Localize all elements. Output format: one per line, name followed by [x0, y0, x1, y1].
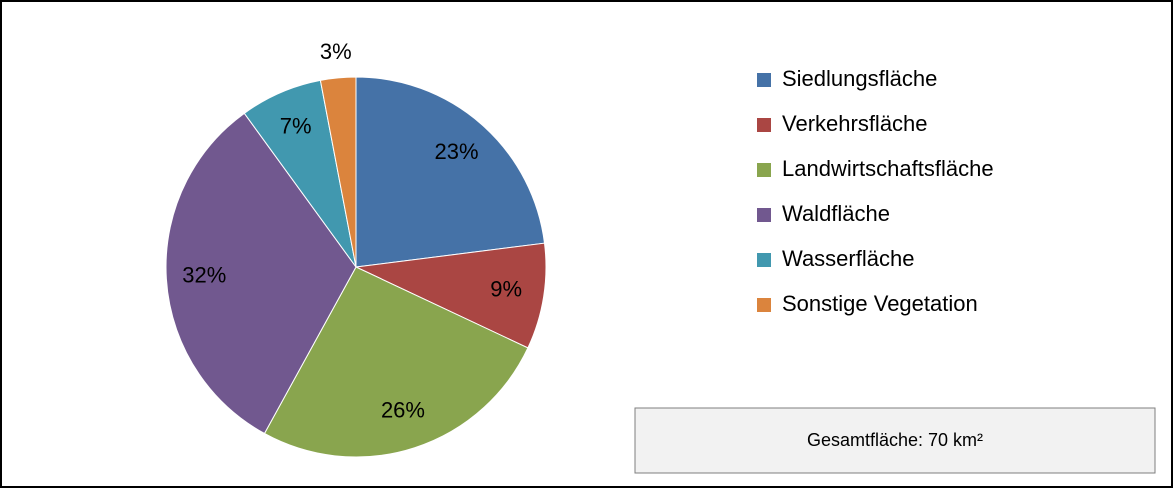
pie-slice [354, 242, 547, 349]
data-label: 7% [280, 113, 312, 138]
pie-slice [355, 76, 546, 268]
annotation: Gesamtfläche: 70 km² [807, 430, 983, 450]
legend-swatch [757, 73, 771, 87]
legend-label: Siedlungsfläche [782, 66, 937, 91]
data-label: 26% [381, 397, 425, 422]
legend-label: Waldfläche [782, 201, 890, 226]
data-label: 9% [490, 277, 522, 302]
legend-swatch [757, 118, 771, 132]
pie-slice [319, 76, 357, 268]
legend-label: Landwirtschaftsfläche [782, 156, 994, 181]
legend-label: Sonstige Vegetation [782, 291, 978, 316]
data-label: 3% [320, 39, 352, 64]
annotation-box [634, 407, 1156, 474]
legend-label: Verkehrsfläche [782, 111, 928, 136]
legend-label: Wasserfläche [782, 246, 914, 271]
legend-swatch [757, 208, 771, 222]
pie-slice [165, 112, 357, 435]
legend-swatch [757, 253, 771, 267]
legend-swatch [757, 163, 771, 177]
data-label: 32% [182, 262, 226, 287]
legend-swatch [757, 298, 771, 312]
data-label: 23% [434, 139, 478, 164]
